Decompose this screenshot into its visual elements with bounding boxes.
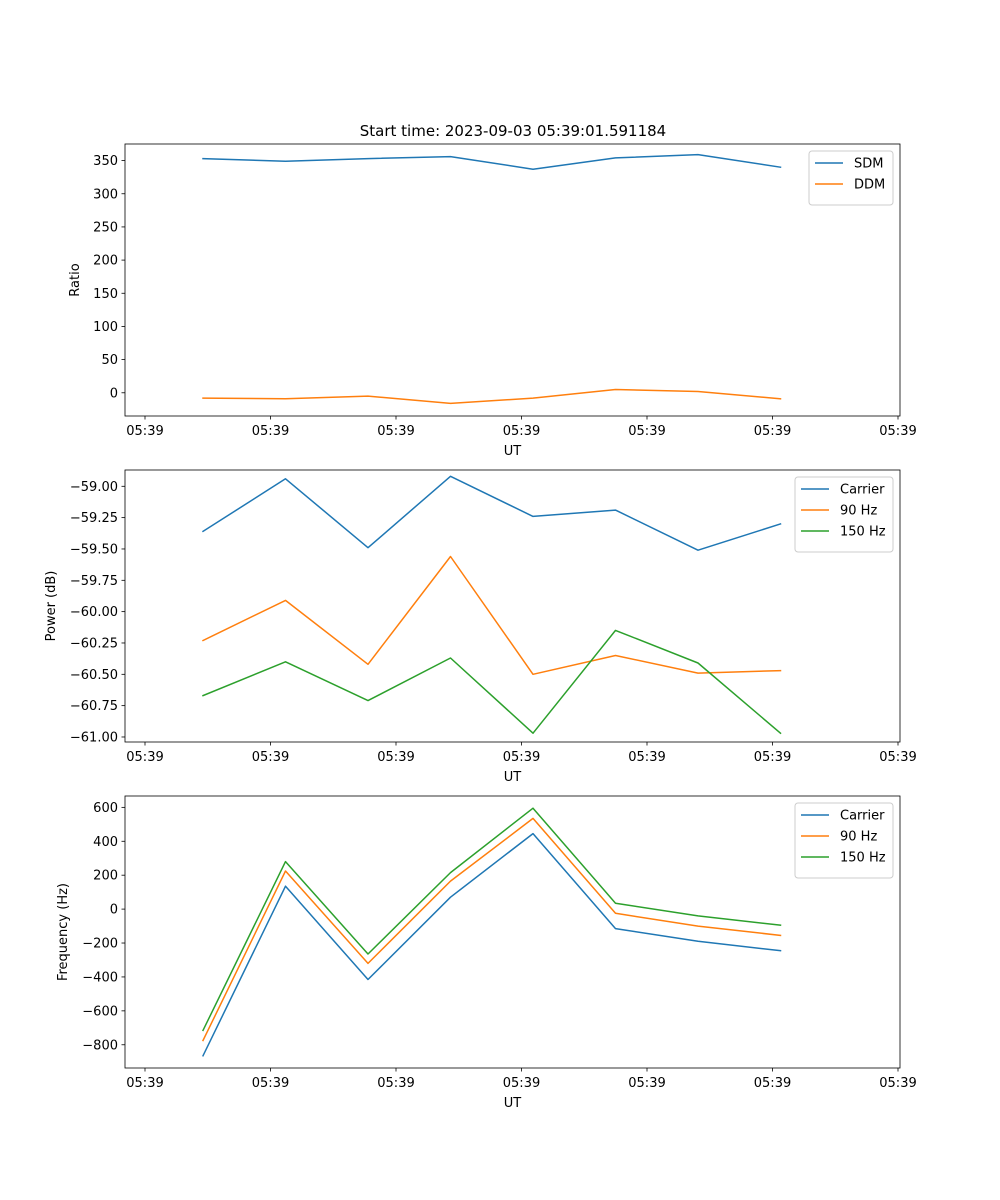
y-tick-label: 150 <box>93 287 118 302</box>
legend-box <box>794 802 894 879</box>
series-line-carrier <box>201 475 782 551</box>
y-tick-label: −59.25 <box>70 511 118 526</box>
x-tick-label: 05:39 <box>252 1076 289 1091</box>
y-tick-label: 600 <box>93 801 118 816</box>
y-tick-label: −60.50 <box>70 668 118 683</box>
legend-label: Carrier <box>840 483 885 498</box>
legend-label: 150 Hz <box>840 851 886 866</box>
x-tick-label: 05:39 <box>126 750 163 765</box>
chart-power: 05:39 05:39 05:39 05:39 05:39 05:39 05:39 −61.0… <box>44 469 917 785</box>
x-tick-label: 05:39 <box>628 750 665 765</box>
x-tick-label: 05:39 <box>879 424 916 439</box>
x-tick-label: 05:39 <box>252 750 289 765</box>
y-tick-label: −61.00 <box>70 730 118 745</box>
x-tick-label: 05:39 <box>754 1076 791 1091</box>
y-tick-label: −800 <box>82 1038 118 1053</box>
y-tick-label: −60.00 <box>70 605 118 620</box>
x-tick-label: 05:39 <box>628 424 665 439</box>
x-tick-label: 05:39 <box>879 1076 916 1091</box>
axes-frame <box>124 795 901 1069</box>
series-line-sdm <box>202 153 782 170</box>
charts: 05:39 05:39 05:39 05:39 05:39 05:39 05:39 0 50 10… <box>44 143 917 1111</box>
x-tick-label: 05:39 <box>503 1076 540 1091</box>
legend: Carrier 90 Hz 150 Hz <box>794 802 894 879</box>
x-tick-label: 05:39 <box>503 750 540 765</box>
x-tick-label: 05:39 <box>126 424 163 439</box>
y-tick-label: 200 <box>93 869 118 884</box>
y-tick-label: 0 <box>110 903 118 918</box>
y-tick-label: −600 <box>82 1004 118 1019</box>
y-axis-label: Power (dB) <box>44 571 59 642</box>
legend-label: 90 Hz <box>840 830 877 845</box>
x-tick-label: 05:39 <box>377 750 414 765</box>
series-line-90-hz <box>201 555 782 676</box>
legend-label: Carrier <box>840 809 885 824</box>
y-tick-label: 350 <box>93 154 118 169</box>
x-axis-label: UT <box>504 444 522 459</box>
y-tick-label: −200 <box>82 937 118 952</box>
y-tick-label: 50 <box>101 353 118 368</box>
series-line-carrier <box>201 832 782 1057</box>
y-tick-label: 0 <box>110 386 118 401</box>
x-tick-label: 05:39 <box>126 1076 163 1091</box>
legend-label: 90 Hz <box>840 504 877 519</box>
legend-label: 150 Hz <box>840 525 886 540</box>
chart-frequency: 05:39 05:39 05:39 05:39 05:39 05:39 05:39 −800 −… <box>56 795 917 1111</box>
legend-label: DDM <box>854 178 885 193</box>
y-tick-label: 100 <box>93 320 118 335</box>
y-tick-label: −59.50 <box>70 542 118 557</box>
chart-ratio: 05:39 05:39 05:39 05:39 05:39 05:39 05:39 0 50 10… <box>68 143 917 459</box>
y-tick-label: −60.25 <box>70 636 118 651</box>
y-tick-label: −59.00 <box>70 480 118 495</box>
series-line-150-hz <box>202 629 782 735</box>
series-line-90-hz <box>201 817 782 1042</box>
figure-title: Start time: 2023-09-03 05:39:01.591184 <box>360 122 666 140</box>
y-tick-label: 300 <box>93 187 118 202</box>
legend-label: SDM <box>854 157 883 172</box>
series-line-150-hz <box>201 807 782 1032</box>
y-tick-label: −59.75 <box>70 574 118 589</box>
y-tick-label: −400 <box>82 970 118 985</box>
x-tick-label: 05:39 <box>377 1076 414 1091</box>
y-tick-label: 400 <box>93 835 118 850</box>
x-tick-label: 05:39 <box>252 424 289 439</box>
x-tick-label: 05:39 <box>754 750 791 765</box>
legend: Carrier 90 Hz 150 Hz <box>794 476 894 553</box>
y-axis-label: Frequency (Hz) <box>56 883 71 981</box>
x-tick-label: 05:39 <box>754 424 791 439</box>
legend-box <box>808 150 894 206</box>
series-line-ddm <box>202 388 782 405</box>
y-tick-label: 250 <box>93 220 118 235</box>
axes-frame <box>124 469 901 743</box>
legend: SDM DDM <box>808 150 894 206</box>
x-tick-label: 05:39 <box>879 750 916 765</box>
x-tick-label: 05:39 <box>377 424 414 439</box>
y-tick-label: −60.75 <box>70 699 118 714</box>
x-axis-label: UT <box>504 1096 522 1111</box>
legend-box <box>794 476 894 553</box>
y-axis-label: Ratio <box>68 263 83 296</box>
y-tick-label: 200 <box>93 254 118 269</box>
axes-frame <box>124 143 901 417</box>
x-tick-label: 05:39 <box>628 1076 665 1091</box>
x-axis-label: UT <box>504 770 522 785</box>
x-tick-label: 05:39 <box>503 424 540 439</box>
